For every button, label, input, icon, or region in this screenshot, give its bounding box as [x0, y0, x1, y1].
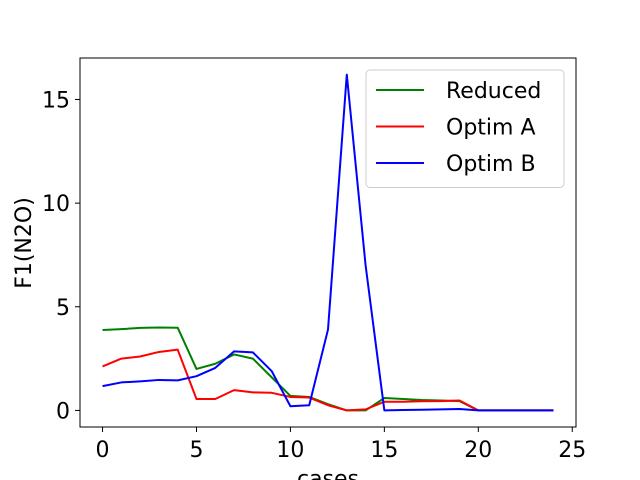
x-axis: 0 5 10 15 20 25 — [96, 427, 586, 463]
y-tick-label: 15 — [42, 88, 70, 113]
y-tick-label: 10 — [42, 192, 70, 217]
x-tick-label: 25 — [558, 438, 586, 463]
series-layer — [102, 73, 554, 412]
x-tick-label: 20 — [464, 438, 492, 463]
legend-label-1: Optim A — [446, 116, 536, 141]
legend-label-0: Reduced — [446, 79, 541, 104]
x-axis-label: cases — [297, 467, 359, 480]
y-tick-label: 0 — [56, 399, 70, 424]
x-tick-label: 15 — [370, 438, 398, 463]
series-line-0 — [102, 326, 554, 412]
x-tick-label: 5 — [189, 438, 203, 463]
legend-label-2: Optim B — [446, 152, 536, 177]
legend-box — [365, 69, 565, 188]
y-axis: 0 5 10 15 — [42, 88, 80, 424]
x-tick-label: 0 — [96, 438, 110, 463]
legend: Reduced Optim A Optim B — [365, 69, 565, 188]
series-line-2 — [102, 73, 554, 412]
y-axis-label: F1(N2O) — [12, 197, 37, 289]
x-tick-label: 10 — [276, 438, 304, 463]
y-tick-label: 5 — [56, 296, 70, 321]
plot-frame — [79, 57, 577, 428]
